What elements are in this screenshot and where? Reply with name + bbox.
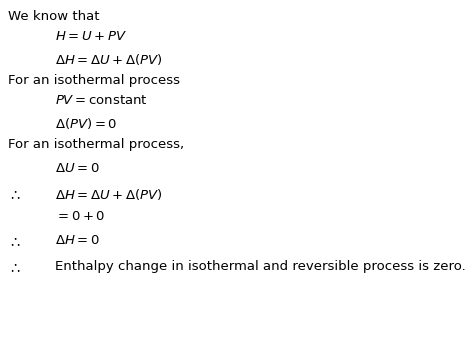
Text: For an isothermal process: For an isothermal process: [8, 74, 180, 87]
Text: For an isothermal process,: For an isothermal process,: [8, 138, 184, 151]
Text: $H = U + PV$: $H = U + PV$: [55, 30, 127, 43]
Text: $\therefore$: $\therefore$: [8, 187, 21, 202]
Text: $\Delta U = 0$: $\Delta U = 0$: [55, 162, 100, 175]
Text: $= 0 + 0$: $= 0 + 0$: [55, 210, 105, 223]
Text: $\Delta H = \Delta U + \Delta(PV)$: $\Delta H = \Delta U + \Delta(PV)$: [55, 187, 163, 202]
Text: Enthalpy change in isothermal and reversible process is zero.: Enthalpy change in isothermal and revers…: [55, 260, 466, 273]
Text: $\therefore$: $\therefore$: [8, 260, 21, 275]
Text: $\Delta H = 0$: $\Delta H = 0$: [55, 234, 100, 247]
Text: $\therefore$: $\therefore$: [8, 234, 21, 249]
Text: $PV = \mathrm{constant}$: $PV = \mathrm{constant}$: [55, 94, 148, 107]
Text: We know that: We know that: [8, 10, 100, 23]
Text: $\Delta(PV) = 0$: $\Delta(PV) = 0$: [55, 116, 117, 131]
Text: $\Delta H = \Delta U + \Delta(PV)$: $\Delta H = \Delta U + \Delta(PV)$: [55, 52, 163, 67]
